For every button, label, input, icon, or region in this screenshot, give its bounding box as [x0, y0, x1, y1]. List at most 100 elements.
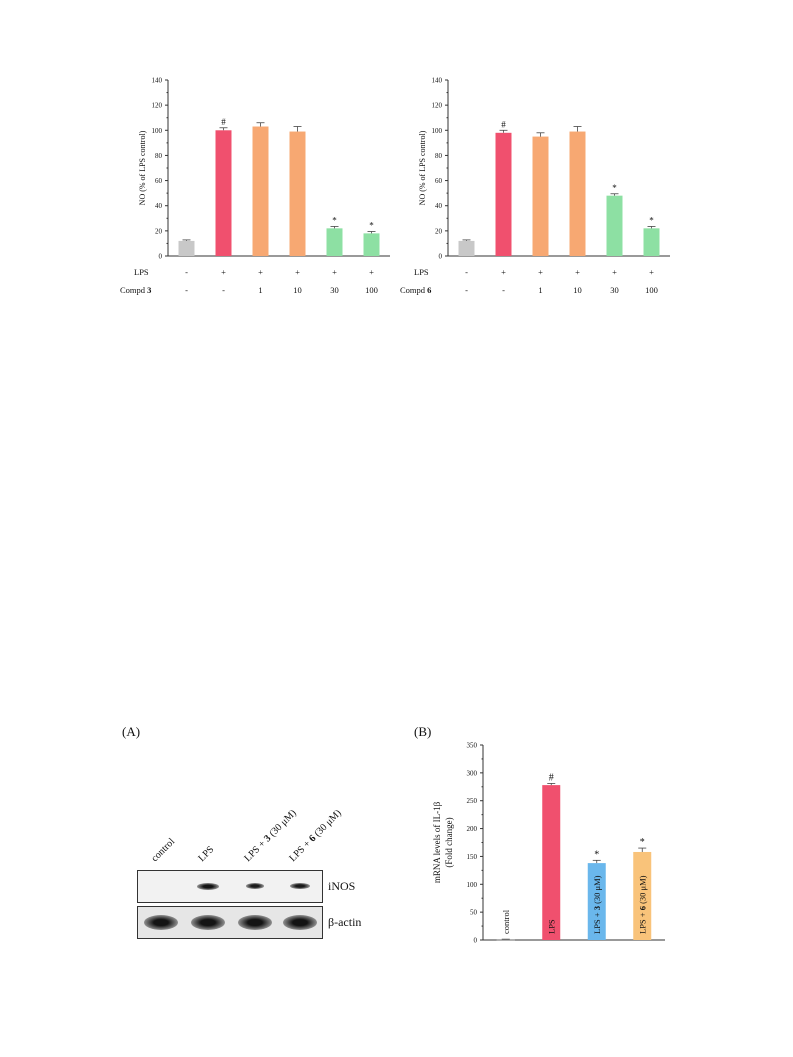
- y-tick-label: 60: [155, 177, 163, 185]
- significance-mark: #: [549, 772, 554, 783]
- y-tick-label: 140: [152, 77, 163, 85]
- row-cell: 1: [258, 285, 262, 295]
- bar: [542, 785, 561, 940]
- row-cell: +: [221, 267, 226, 277]
- bar: [215, 130, 232, 256]
- y-tick-label: 250: [467, 797, 478, 805]
- y-tick-label: 0: [159, 253, 163, 261]
- row-cell: +: [501, 267, 506, 277]
- chart-no-compd6: 0 20 40 60 80 100 120 140 NO (% of LPS control) #…: [400, 77, 670, 295]
- significance-mark: *: [332, 215, 337, 225]
- blot-band: [144, 914, 178, 930]
- bar: [458, 240, 475, 256]
- bar-label: control: [501, 909, 511, 934]
- blot-band: [197, 882, 219, 890]
- row-cell: +: [538, 267, 543, 277]
- y-axis-label: (Fold change): [444, 817, 454, 867]
- y-tick-label: 100: [152, 127, 163, 135]
- y-tick-label: 120: [152, 102, 163, 110]
- row-cell: -: [502, 285, 505, 295]
- y-tick-label: 100: [467, 881, 478, 889]
- chart-no-compd3: 0 20 40 60 80 100 120 140 NO (% of LPS control) #…: [120, 77, 390, 295]
- panel-label-a: (A): [122, 724, 141, 739]
- row-cell: -: [222, 285, 225, 295]
- y-tick-label: 80: [435, 152, 443, 160]
- row-cell: 100: [365, 285, 378, 295]
- row-label: LPS: [414, 267, 429, 277]
- blot-band: [245, 883, 265, 889]
- row-label: LPS: [134, 267, 149, 277]
- bar-label: LPS: [546, 919, 556, 934]
- bar: [569, 131, 586, 256]
- y-tick-label: 20: [435, 227, 443, 235]
- row-cell: +: [332, 267, 337, 277]
- bar: [289, 131, 306, 256]
- row-cell: 10: [573, 285, 582, 295]
- row-cell: -: [185, 285, 188, 295]
- significance-mark: *: [649, 215, 654, 225]
- row-cell: 100: [645, 285, 658, 295]
- bar: [363, 233, 380, 256]
- bar: [633, 851, 652, 940]
- y-tick-label: 150: [467, 853, 478, 861]
- y-tick-label: 50: [470, 909, 478, 917]
- significance-mark: #: [501, 119, 506, 129]
- y-axis-label: NO (% of LPS control): [418, 130, 427, 205]
- row-cell: 1: [538, 285, 542, 295]
- panel-label-b: (B): [414, 724, 432, 739]
- y-tick-label: 350: [467, 742, 478, 750]
- blot-label-actin: β-actin: [328, 915, 362, 929]
- row-cell: +: [575, 267, 580, 277]
- row-cell: 30: [610, 285, 619, 295]
- y-tick-label: 40: [435, 202, 443, 210]
- y-tick-label: 40: [155, 202, 163, 210]
- bar-label: LPS + 3 (30 μM): [592, 875, 602, 934]
- significance-mark: *: [612, 183, 617, 193]
- blot-row-actin: [137, 906, 323, 939]
- row-cell: +: [649, 267, 654, 277]
- row-cell: +: [612, 267, 617, 277]
- y-tick-label: 300: [467, 769, 478, 777]
- y-tick-label: 20: [155, 227, 163, 235]
- y-tick-label: 100: [432, 127, 443, 135]
- y-tick-label: 140: [432, 77, 443, 85]
- bar: [532, 136, 549, 256]
- row-cell: -: [465, 285, 468, 295]
- bar: [606, 195, 623, 256]
- lane-label: control: [149, 836, 177, 864]
- blot-band: [283, 914, 317, 930]
- chart-il1b-mrna: 0 50 100 150 200 250 300 350 mRNA levels of IL-1…: [432, 742, 665, 945]
- blot-label-inos: iNOS: [328, 879, 356, 893]
- y-tick-label: 60: [435, 177, 443, 185]
- row-label: Compd 3: [120, 285, 151, 295]
- row-cell: 30: [330, 285, 339, 295]
- bar: [252, 126, 269, 256]
- blot-band: [191, 914, 225, 930]
- y-tick-label: 0: [474, 937, 478, 945]
- bar: [587, 863, 606, 940]
- bar: [326, 228, 343, 256]
- y-tick-label: 120: [432, 102, 443, 110]
- blot-row-inos: [137, 870, 323, 903]
- y-tick-label: 0: [439, 253, 443, 261]
- bar: [495, 132, 512, 256]
- row-cell: -: [185, 267, 188, 277]
- significance-mark: *: [640, 837, 645, 848]
- row-label: Compd 6: [400, 285, 431, 295]
- y-axis-label: mRNA levels of IL-1β: [432, 801, 442, 883]
- blot-lane-labels: control LPS LPS + 3 (30 μM)LPS + 6 (30 μM): [149, 808, 343, 864]
- row-cell: +: [258, 267, 263, 277]
- row-cell: 10: [293, 285, 302, 295]
- bar: [178, 240, 195, 256]
- lane-label: LPS: [196, 844, 216, 864]
- row-cell: +: [295, 267, 300, 277]
- y-tick-label: 200: [467, 825, 478, 833]
- y-tick-label: 80: [155, 152, 163, 160]
- blot-band: [290, 882, 310, 890]
- significance-mark: #: [221, 117, 226, 127]
- y-axis-label: NO (% of LPS control): [138, 130, 147, 205]
- row-cell: -: [465, 267, 468, 277]
- blot-band: [238, 914, 272, 930]
- significance-mark: *: [594, 849, 599, 860]
- bar-label: LPS + 6 (30 μM): [637, 875, 647, 934]
